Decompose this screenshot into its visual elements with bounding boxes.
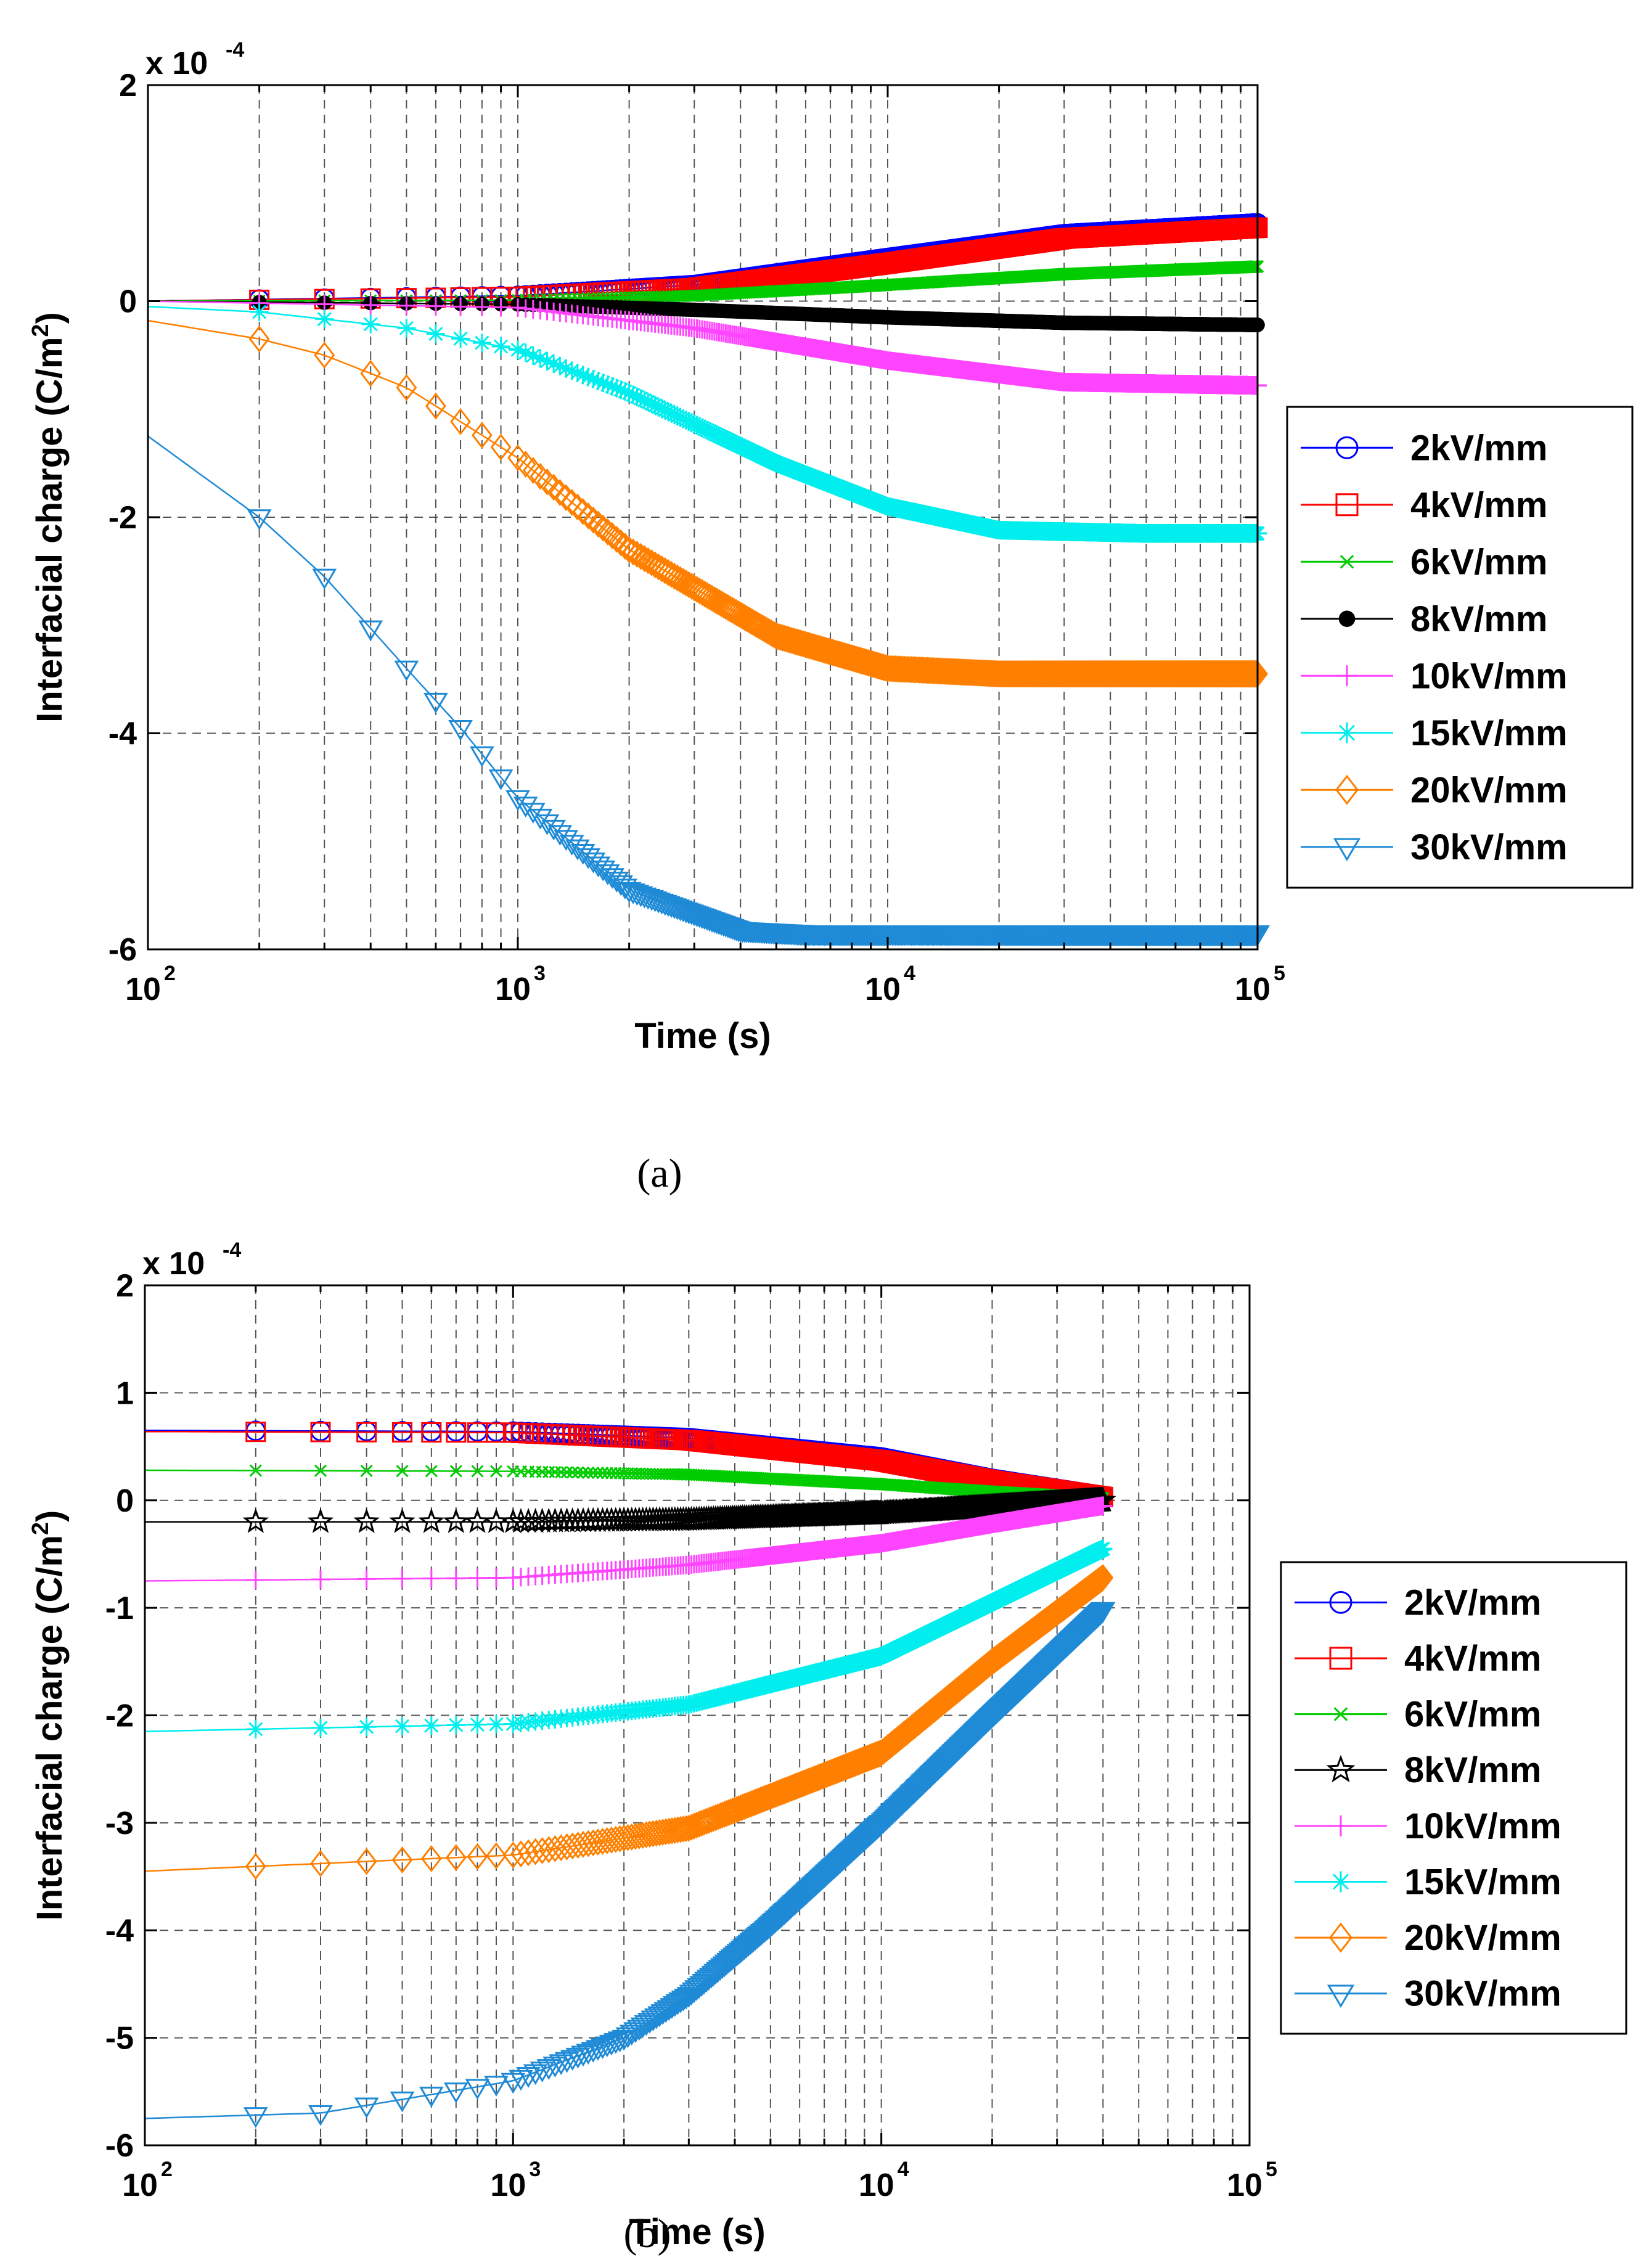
chart-panel-a: 20-2-4-610 2 10 3 10 4 10 5x 10 -4Time (s)Interf… — [28, 38, 1634, 1196]
